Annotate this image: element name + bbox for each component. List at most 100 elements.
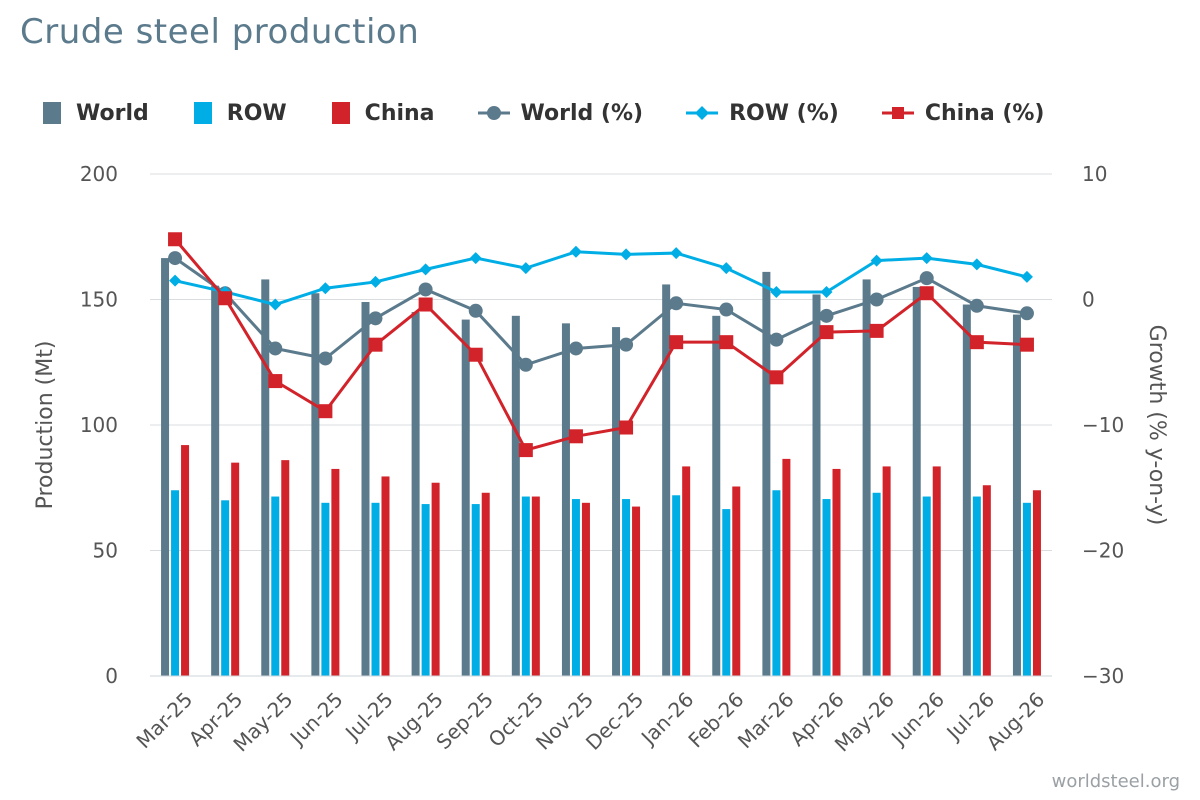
legend-swatch-world-pct [477,106,510,120]
y-left-tick-label: 150 [80,288,118,312]
x-tick-label: Sep-25 [431,687,498,754]
point-row-pct-7 [519,262,532,275]
point-row-pct-15 [920,252,933,265]
point-world-pct-8 [568,341,583,356]
bar-china-2 [281,460,290,676]
bar-row-13 [822,499,831,676]
point-china-pct-17 [1019,337,1034,352]
point-world-pct-2 [268,341,283,356]
point-row-pct-16 [970,258,983,271]
bar-china-13 [832,468,841,676]
line-world-pct [174,256,1028,367]
legend-label-china: China [364,100,435,126]
legend-item-row[interactable]: ROW [191,100,287,126]
legend-label-world: World [76,100,149,126]
point-row-pct-9 [620,248,633,261]
legend-label-row: ROW [226,100,287,126]
line-row-pct [174,250,1028,307]
bar-world-8 [561,323,570,676]
point-china-pct-15 [919,286,934,301]
point-world-pct-7 [518,357,533,372]
bar-world-4 [361,302,370,676]
x-tick-label: Mar-26 [733,687,799,753]
bar-world-11 [712,315,721,676]
bar-row-14 [872,492,881,676]
bar-world-10 [662,284,671,676]
y-right-tick-label: 0 [1082,288,1095,312]
bar-row-11 [722,509,731,676]
point-world-pct-0 [168,251,183,266]
bar-world-1 [211,285,220,676]
bar-china-16 [982,485,991,676]
point-row-pct-5 [419,263,432,276]
bar-world-14 [862,279,871,676]
bar-row-6 [471,504,480,676]
point-china-pct-0 [168,232,183,247]
bar-world-0 [161,258,170,676]
point-row-pct-12 [770,285,783,298]
point-china-pct-7 [518,443,533,458]
point-world-pct-9 [619,337,634,352]
bar-world-12 [762,271,771,676]
point-row-pct-3 [319,282,332,295]
point-china-pct-14 [869,323,884,338]
bar-china-1 [231,462,240,676]
y-left-tick-label: 200 [80,162,118,186]
legend-item-world[interactable]: World [40,100,149,126]
bar-row-1 [221,500,230,676]
point-china-pct-11 [719,335,734,350]
point-row-pct-0 [169,274,182,287]
point-world-pct-13 [819,308,834,323]
point-row-pct-14 [870,254,883,267]
legend-item-row-pct[interactable]: ROW (%) [685,100,839,126]
legend-label-world-pct: World (%) [520,100,644,126]
bar-china-0 [181,445,190,676]
bar-row-8 [571,499,580,676]
bar-world-5 [411,312,420,676]
legend-item-china[interactable]: China [329,100,435,126]
bar-row-16 [972,496,981,676]
legend-label-china-pct: China (%) [924,100,1045,126]
point-world-pct-15 [919,271,934,286]
bar-world-15 [912,286,921,676]
y-left-axis-title: Production (Mt) [33,341,58,510]
y-left-tick-label: 0 [105,664,118,688]
point-world-pct-6 [468,303,483,318]
point-china-pct-8 [568,429,583,444]
bar-world-17 [1012,314,1021,676]
bar-china-12 [782,458,791,676]
point-world-pct-11 [719,302,734,317]
bar-world-9 [612,327,621,676]
line-china-pct [173,238,1028,452]
bar-row-17 [1022,502,1031,676]
legend-swatch-china [331,102,350,124]
x-tick-label: Mar-25 [131,687,197,753]
y-right-tick-label: −10 [1082,413,1124,437]
y-left-tick-label: 100 [80,413,118,437]
bar-world-16 [962,304,971,676]
point-world-pct-16 [969,298,984,313]
point-row-pct-8 [569,245,582,258]
bar-row-7 [521,496,530,676]
y-right-axis-title: Growth (% y-on-y) [1144,325,1169,526]
bar-china-4 [381,476,390,676]
point-china-pct-5 [418,297,433,312]
bar-row-0 [171,490,180,676]
chart-title: Crude steel production [20,12,420,52]
legend-item-china-pct[interactable]: China (%) [881,100,1045,126]
point-china-pct-3 [318,404,333,419]
legend-swatch-row [193,102,212,124]
point-china-pct-2 [268,374,283,389]
bar-china-3 [331,468,340,676]
legend: World ROW China World (%) ROW (%) China … [40,100,1086,126]
bar-row-4 [371,502,380,676]
bar-row-5 [421,504,430,676]
y-right-tick-label: 10 [1082,162,1107,186]
point-world-pct-17 [1019,306,1034,321]
bar-china-14 [882,466,891,676]
point-world-pct-5 [418,282,433,297]
legend-item-world-pct[interactable]: World (%) [477,100,644,126]
point-world-pct-3 [318,351,333,366]
point-china-pct-9 [619,420,634,435]
